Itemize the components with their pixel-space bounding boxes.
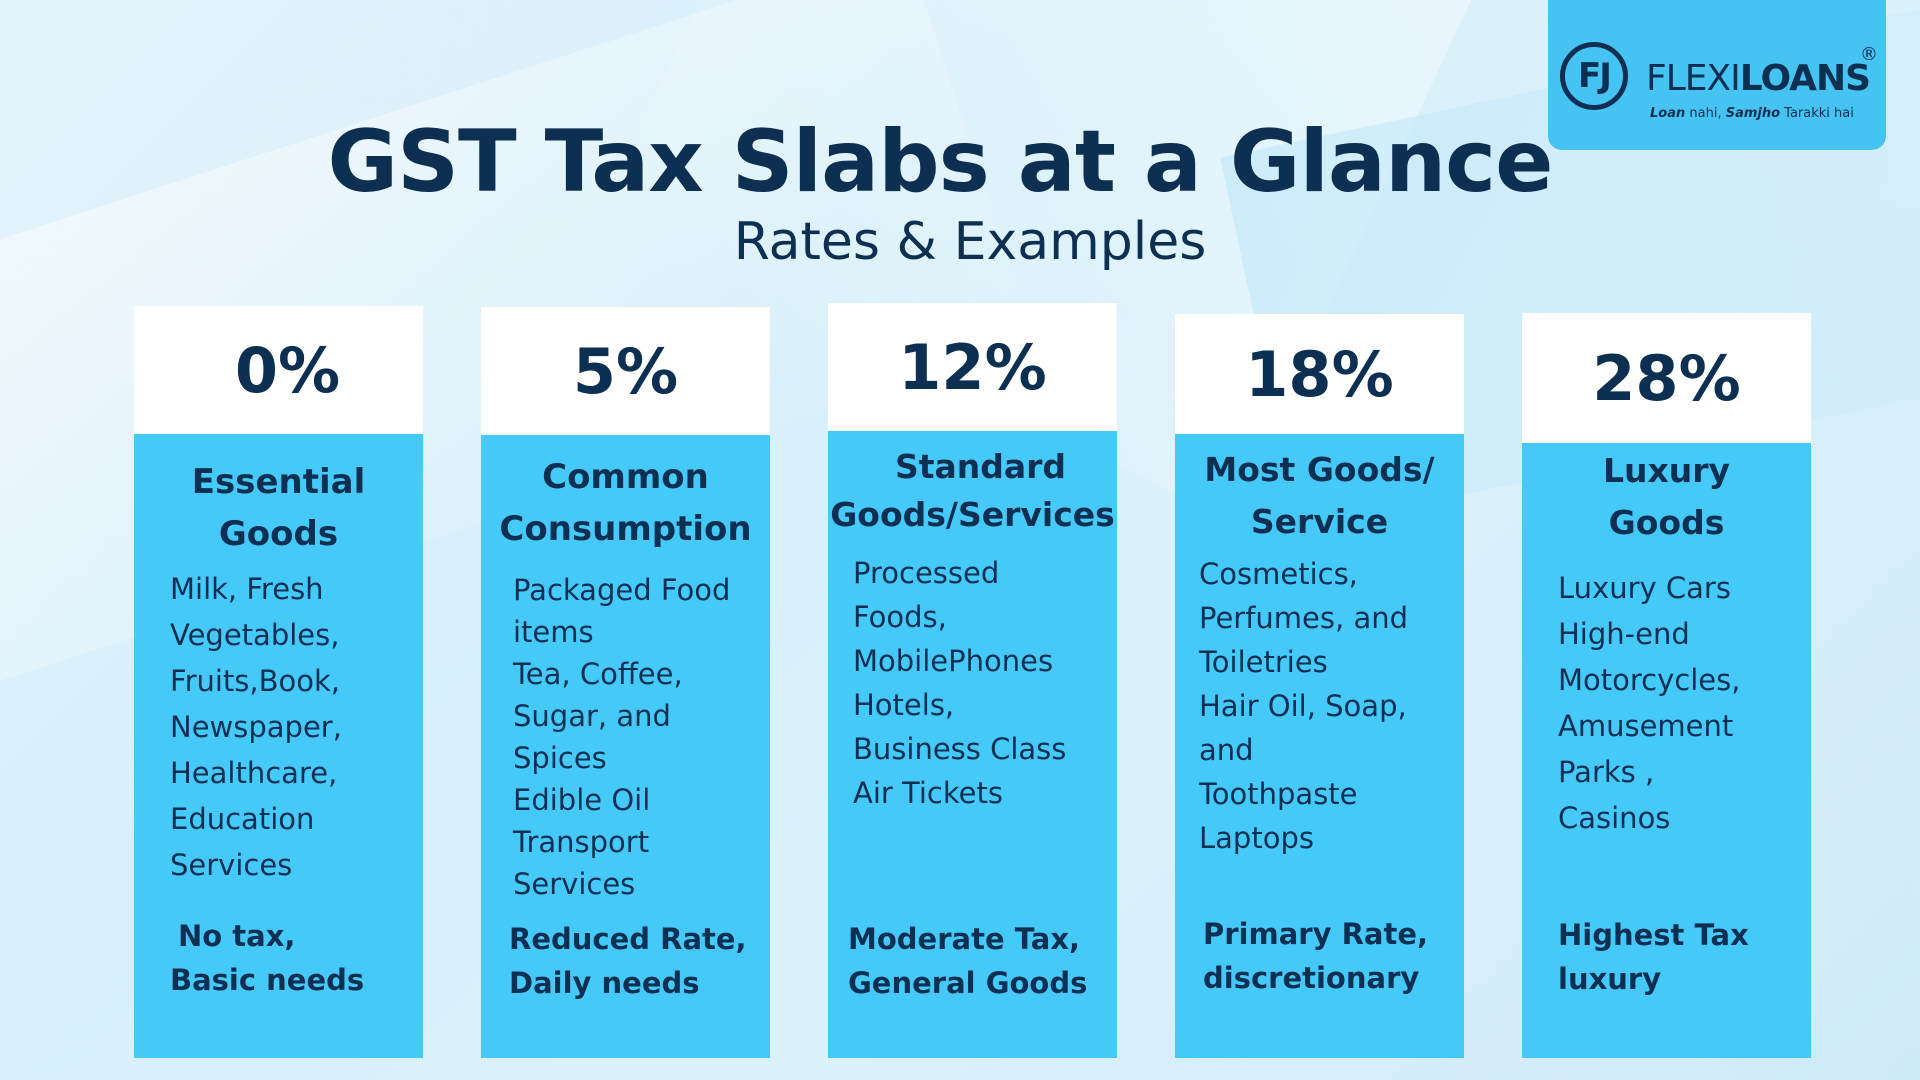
flexiloans-logo: FJ FLEXILOANS ® Loan nahi, Samjho Tarakk…: [1548, 0, 1886, 150]
slab-note: Highest Tax luxury: [1558, 913, 1805, 1001]
slab-note-line: Highest Tax: [1558, 918, 1749, 952]
slab-item: Laptops: [1199, 821, 1314, 855]
slab-item: Packaged Food: [513, 573, 731, 607]
slab-item: Hair Oil, Soap,: [1199, 689, 1407, 723]
slab-card-28: 28% Luxury Goods Luxury Cars High-end Mo…: [1522, 313, 1811, 1058]
slab-note: No tax, Basic needs: [170, 914, 417, 1002]
slab-item: Transport: [513, 825, 650, 859]
slab-card-0: 0% Essential Goods Milk, Fresh Vegetable…: [134, 306, 423, 1058]
slab-item: Healthcare,: [170, 756, 338, 790]
slab-items: Luxury Cars High-end Motorcycles, Amusem…: [1522, 565, 1811, 841]
slab-item: Cosmetics,: [1199, 557, 1358, 591]
slab-item: Services: [170, 848, 293, 882]
slab-item: Vegetables,: [170, 618, 340, 652]
slab-rate: 5%: [481, 307, 770, 435]
tagline-samjho: Samjho: [1725, 106, 1781, 121]
slab-items: Milk, Fresh Vegetables, Fruits,Book, New…: [134, 566, 423, 888]
slab-item: Toothpaste: [1199, 777, 1358, 811]
slab-note-line: No tax,: [178, 919, 296, 953]
slab-rate: 0%: [134, 306, 423, 434]
slab-item: High-end: [1558, 617, 1690, 651]
slab-category-line: Most Goods/: [1204, 450, 1435, 489]
slab-item: Tea, Coffee,: [513, 657, 683, 691]
slab-note-line: Primary Rate,: [1203, 917, 1429, 951]
slab-rate: 18%: [1175, 314, 1464, 434]
slab-item: MobilePhones: [853, 644, 1054, 678]
tagline-tarakki: Tarakki hai: [1780, 106, 1854, 121]
slab-item: Newspaper,: [170, 710, 342, 744]
slab-category-line: Goods: [218, 514, 339, 554]
slab-rate: 12%: [828, 303, 1117, 431]
slab-item: Spices: [513, 741, 607, 775]
slab-note-line: General Goods: [848, 966, 1088, 1000]
slab-item: Luxury Cars: [1558, 571, 1731, 605]
slab-category: Most Goods/ Service: [1175, 444, 1464, 548]
slab-note: Primary Rate, discretionary: [1203, 912, 1458, 1000]
slab-item: Milk, Fresh: [170, 572, 324, 606]
logo-tagline: Loan nahi, Samjho Tarakki hai: [1650, 106, 1854, 121]
slab-item: Casinos: [1558, 801, 1671, 835]
slab-item: Fruits,Book,: [170, 664, 341, 698]
slab-category-line: Luxury: [1602, 451, 1731, 490]
slab-items: Cosmetics, Perfumes, and Toiletries Hair…: [1175, 552, 1464, 860]
slab-card-12: 12% Standard Goods/Services Processed Fo…: [828, 303, 1117, 1058]
registered-mark: ®: [1860, 44, 1878, 65]
slab-category-line: Service: [1250, 502, 1389, 541]
slab-category-line: Essential: [191, 462, 366, 502]
slab-rate: 28%: [1522, 313, 1811, 443]
slab-item: Sugar, and: [513, 699, 671, 733]
slab-category-line: Common: [542, 457, 709, 497]
slab-item: and: [1199, 733, 1254, 767]
slab-item: Processed: [853, 556, 1000, 590]
slab-note-line: Basic needs: [170, 963, 365, 997]
logo-name-light: FLEXI: [1646, 58, 1741, 99]
slab-items: Packaged Food items Tea, Coffee, Sugar, …: [481, 569, 770, 905]
slab-category-line: Consumption: [499, 509, 752, 549]
slab-items: Processed Foods, MobilePhones Hotels, Bu…: [828, 551, 1117, 815]
slab-card-5: 5% Common Consumption Packaged Food item…: [481, 307, 770, 1058]
slab-note: Moderate Tax, General Goods: [848, 917, 1111, 1005]
logo-name-bold: LOANS: [1739, 58, 1871, 99]
slab-item: Amusement: [1558, 709, 1734, 743]
slab-category: Essential Goods: [134, 456, 423, 560]
slab-item: Hotels,: [853, 688, 955, 722]
logo-mark-icon: FJ: [1560, 42, 1628, 110]
logo-mark-text: FJ: [1578, 56, 1612, 96]
slab-card-18: 18% Most Goods/ Service Cosmetics, Perfu…: [1175, 314, 1464, 1058]
slab-category-line: Goods/Services: [830, 495, 1115, 534]
slab-item: Parks ,: [1558, 755, 1655, 789]
page-title: GST Tax Slabs at a Glance: [327, 112, 1554, 212]
slab-item: items: [513, 615, 594, 649]
page-subtitle: Rates & Examples: [733, 212, 1207, 272]
slab-note: Reduced Rate, Daily needs: [509, 917, 764, 1005]
slab-item: Foods,: [853, 600, 947, 634]
tagline-nahi: nahi,: [1685, 106, 1726, 121]
slab-note-line: Moderate Tax,: [848, 922, 1081, 956]
slab-item: Business Class: [853, 732, 1067, 766]
slab-category-line: Standard: [894, 447, 1067, 486]
slab-note-line: Daily needs: [509, 966, 700, 1000]
slab-item: Air Tickets: [853, 776, 1003, 810]
logo-wordmark: FLEXILOANS: [1646, 58, 1871, 99]
slab-category: Standard Goods/Services: [828, 443, 1117, 539]
slab-category: Common Consumption: [481, 451, 770, 555]
slab-item: Services: [513, 867, 636, 901]
slab-note-line: discretionary: [1203, 961, 1420, 995]
slab-category: Luxury Goods: [1522, 445, 1811, 549]
slab-item: Perfumes, and: [1199, 601, 1409, 635]
slab-item: Motorcycles,: [1558, 663, 1741, 697]
slab-item: Toiletries: [1199, 645, 1328, 679]
slab-note-line: Reduced Rate,: [509, 922, 747, 956]
slab-item: Education: [170, 802, 315, 836]
tagline-loan: Loan: [1650, 106, 1686, 121]
slab-note-line: luxury: [1558, 962, 1662, 996]
slab-category-line: Goods: [1608, 503, 1725, 542]
slab-item: Edible Oil: [513, 783, 651, 817]
